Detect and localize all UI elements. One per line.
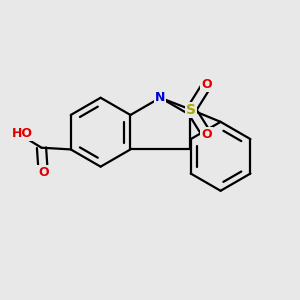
Text: O: O [202,79,212,92]
Text: O: O [38,166,49,179]
Text: HO: HO [12,128,33,140]
Text: S: S [186,103,196,117]
Text: N: N [155,91,166,104]
Text: O: O [202,128,212,141]
